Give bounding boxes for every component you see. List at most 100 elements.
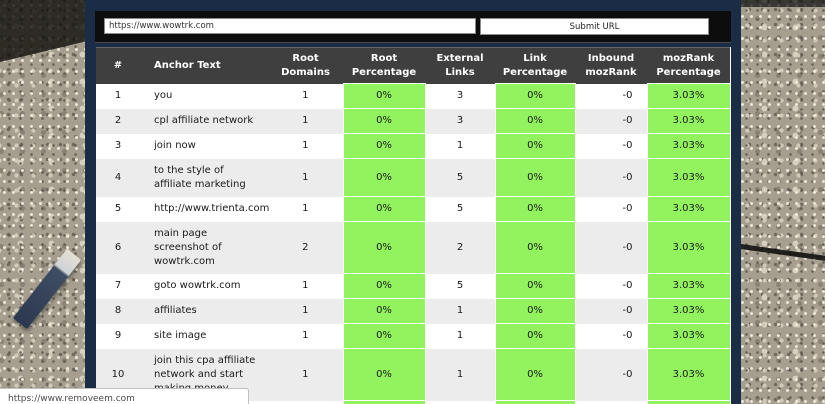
root-percentage-cell: 0%	[342, 348, 426, 401]
photo-shadow-top-right	[741, 0, 825, 7]
link-percentage-cell: 0%	[494, 108, 576, 134]
page-content-area: Submit URL #Anchor TextRootDomainsRootPe…	[85, 0, 741, 404]
num-cell: 1	[96, 83, 140, 109]
table-row: 2 cpl affiliate network 1 0% 3 0% -0 3.03%	[96, 108, 731, 134]
table-row: 7 goto wowtrk.com 1 0% 5 0% -0 3.03%	[96, 273, 731, 299]
browser-status-bar-link-preview: https://www.removeem.com	[0, 388, 249, 404]
num-cell: 6	[96, 221, 140, 274]
root-percentage-cell: 0%	[342, 400, 426, 404]
root-domains-cell: 1	[268, 133, 343, 159]
mozrank-percentage-cell: 3.03%	[646, 158, 731, 197]
inbound-mozrank-cell: -0	[575, 400, 647, 404]
root-domains-cell: 1	[268, 323, 343, 349]
external-links-cell: 1	[425, 400, 495, 404]
num-cell: 9	[96, 323, 140, 349]
num-cell: 7	[96, 273, 140, 299]
mozrank-percentage-cell: 3.03%	[646, 133, 731, 159]
mozrank-percentage-cell: 3.03%	[646, 273, 731, 299]
num-cell: 2	[96, 108, 140, 134]
num-cell: 4	[96, 158, 140, 197]
anchor-text-cell: site image	[140, 323, 268, 349]
root-domains-cell: 1	[268, 108, 343, 134]
external-links-cell: 1	[425, 348, 495, 401]
inbound-mozrank-cell: -0	[575, 133, 647, 159]
link-percentage-cell: 0%	[494, 348, 576, 401]
root-percentage-cell: 0%	[342, 133, 426, 159]
table-row: 3 join now 1 0% 1 0% -0 3.03%	[96, 133, 731, 159]
external-links-cell: 5	[425, 158, 495, 197]
external-links-cell: 5	[425, 196, 495, 222]
external-links-cell: 3	[425, 83, 495, 109]
mozrank-percentage-cell: 3.03%	[646, 298, 731, 324]
anchor-text-table-wrap: # Anchor Text Root Domains Root Percentage Ext…	[96, 47, 731, 404]
root-domains-cell: 1	[268, 273, 343, 299]
inbound-mozrank-cell: -0	[575, 221, 647, 274]
link-percentage-cell: 0%	[494, 298, 576, 324]
num-cell: 8	[96, 298, 140, 324]
anchor-text-cell: join now	[140, 133, 268, 159]
link-percentage-cell: 0%	[494, 158, 576, 197]
anchor-text-cell: http://www.trienta.com	[140, 196, 269, 222]
root-percentage-cell: 0%	[342, 298, 426, 324]
inbound-mozrank-cell: -0	[575, 196, 647, 222]
link-percentage-cell: 0%	[494, 400, 576, 404]
root-domains-cell: 1	[268, 400, 343, 404]
anchor-text-cell: to the style of affiliate marketing	[140, 158, 268, 197]
link-percentage-cell: 0%	[494, 83, 576, 109]
root-percentage-cell: 0%	[342, 273, 426, 299]
inbound-mozrank-cell: -0	[575, 83, 647, 109]
inbound-mozrank-cell: -0	[575, 108, 647, 134]
root-domains-cell: 1	[268, 83, 343, 109]
anchor-text-cell: affiliates	[140, 298, 268, 324]
table-row: 5 http://www.trienta.com 1 0% 5 0% -0 3.03%	[96, 196, 731, 222]
anchor-text-cell: goto wowtrk.com	[140, 273, 268, 299]
table-row: 10 join this cpa affiliate network and st…	[96, 348, 731, 401]
table-row: 6 main page screenshot of wowtrk.com 2 0% 2 0…	[96, 221, 731, 274]
table-row: 4 to the style of affiliate marketing 1 0% 5…	[96, 158, 731, 197]
link-percentage-cell: 0%	[494, 323, 576, 349]
root-percentage-cell: 0%	[342, 83, 426, 109]
inbound-mozrank-cell: -0	[575, 348, 647, 401]
num-cell: 3	[96, 133, 140, 159]
anchor-text-cell: main page screenshot of wowtrk.com	[140, 221, 268, 274]
table-header-row: # Anchor Text Root Domains Root Percentage Ext…	[96, 47, 730, 84]
external-links-cell: 1	[425, 298, 495, 324]
mozrank-percentage-cell: 3.03%	[646, 196, 731, 222]
column-header-link-percentage: Link Percentage	[495, 47, 575, 84]
root-percentage-cell: 0%	[342, 196, 426, 222]
anchor-text-cell: cpl affiliate network	[140, 108, 268, 134]
num-cell: 5	[96, 196, 140, 222]
root-domains-cell: 1	[268, 158, 343, 197]
mozrank-percentage-cell: 3.03%	[646, 221, 731, 274]
table-row: 9 site image 1 0% 1 0% -0 3.03%	[96, 323, 731, 349]
root-domains-cell: 2	[268, 221, 343, 274]
external-links-cell: 5	[425, 273, 495, 299]
root-percentage-cell: 0%	[342, 158, 426, 197]
mozrank-percentage-cell: 3.03%	[646, 108, 731, 134]
link-percentage-cell: 0%	[494, 133, 576, 159]
submit-url-button[interactable]: Submit URL	[480, 18, 709, 35]
mozrank-percentage-cell: 3.03%	[646, 348, 731, 401]
external-links-cell: 2	[425, 221, 495, 274]
url-submit-bar: Submit URL	[95, 11, 731, 43]
column-header-num: #	[96, 47, 140, 84]
column-header-inbound-mozrank: Inbound mozRank	[575, 47, 647, 84]
column-header-root-domains: Root Domains	[268, 47, 343, 84]
column-header-mozrank-percentage: mozRank Percentage	[647, 47, 730, 84]
inbound-mozrank-cell: -0	[575, 273, 647, 299]
inbound-mozrank-cell: -0	[575, 158, 647, 197]
external-links-cell: 1	[425, 323, 495, 349]
root-percentage-cell: 0%	[342, 108, 426, 134]
mozrank-percentage-cell: 3.03%	[646, 400, 731, 404]
root-percentage-cell: 0%	[342, 221, 426, 274]
mozrank-percentage-cell: 3.03%	[646, 323, 731, 349]
link-percentage-cell: 0%	[494, 221, 576, 274]
mozrank-percentage-cell: 3.03%	[646, 83, 731, 109]
link-percentage-cell: 0%	[494, 273, 576, 299]
anchor-table-body: 1 you 1 0% 3 0% -0 3.03% 2 cpl affiliate network 1…	[96, 83, 731, 404]
url-input[interactable]	[104, 18, 476, 34]
root-domains-cell: 1	[268, 348, 343, 401]
column-header-root-percentage: Root Percentage	[343, 47, 425, 84]
anchor-text-table: # Anchor Text Root Domains Root Percentage Ext…	[96, 47, 731, 404]
